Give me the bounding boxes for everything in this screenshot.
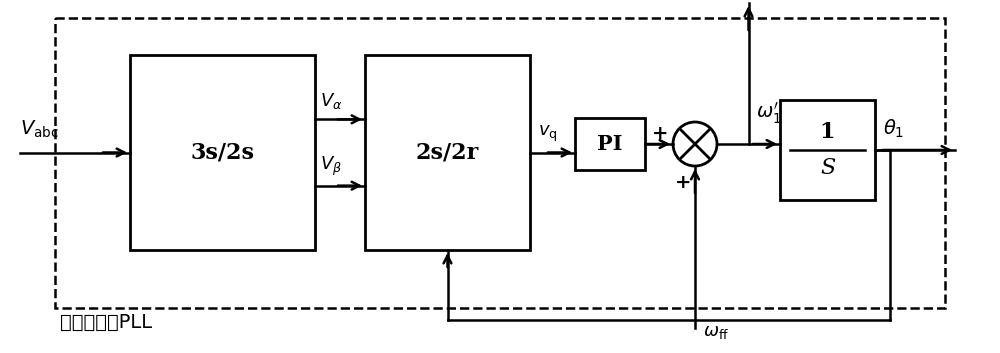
Bar <box>365 55 530 250</box>
Text: $V_{\mathrm{abc}}$: $V_{\mathrm{abc}}$ <box>20 119 59 140</box>
Text: 2s/2r: 2s/2r <box>416 142 479 163</box>
Bar <box>55 18 945 308</box>
Text: $\omega_{\mathrm{ff}}$: $\omega_{\mathrm{ff}}$ <box>703 323 729 341</box>
Text: 传统锁相环PLL: 传统锁相环PLL <box>60 313 152 332</box>
Text: 3s/2s: 3s/2s <box>190 142 254 163</box>
Bar <box>130 55 315 250</box>
Bar <box>780 100 875 200</box>
Text: +: + <box>652 125 668 143</box>
Bar <box>575 118 645 170</box>
Text: $\omega_{1}^{\prime}$: $\omega_{1}^{\prime}$ <box>757 101 782 126</box>
Text: 1: 1 <box>820 121 835 143</box>
Text: $V_{\alpha}$: $V_{\alpha}$ <box>320 91 342 111</box>
Text: $v_{\mathrm{q}}$: $v_{\mathrm{q}}$ <box>538 124 558 144</box>
Text: S: S <box>820 157 835 179</box>
Text: +: + <box>675 174 691 192</box>
Text: PI: PI <box>597 134 623 154</box>
Text: $V_{\beta}$: $V_{\beta}$ <box>320 155 342 178</box>
Text: $\theta_{1}$: $\theta_{1}$ <box>883 118 904 140</box>
